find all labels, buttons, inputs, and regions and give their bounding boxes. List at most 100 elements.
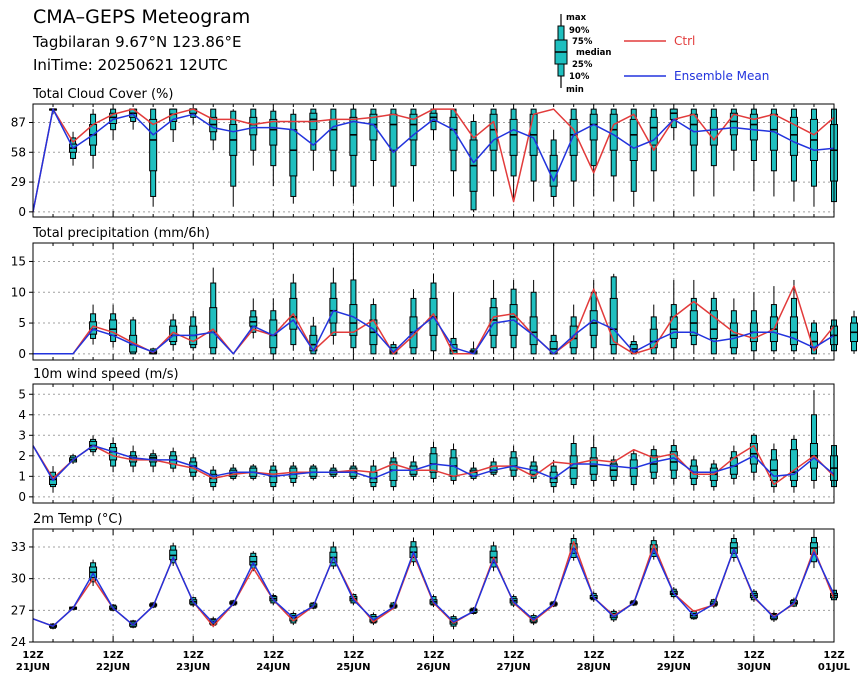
init-time: IniTime: 20250621 12UTC <box>33 56 228 74</box>
panel-title: Total precipitation (mm/6h) <box>32 226 210 241</box>
box-plot <box>349 249 358 354</box>
box-plot <box>269 109 278 187</box>
legend-label-min: min <box>566 85 584 95</box>
y-tick-label: 24 <box>11 635 26 649</box>
box-plot <box>689 108 698 197</box>
x-tick-label-date: 25JUN <box>336 662 370 673</box>
box-inner <box>569 455 578 479</box>
box-plot <box>689 279 698 354</box>
box-plot <box>569 435 578 489</box>
legend-label-p10: 10% <box>569 72 590 82</box>
box-plot <box>629 449 638 491</box>
panel-1: Total Cloud Cover (%) 0 29 58 87 <box>11 87 838 219</box>
box-plot <box>469 341 478 355</box>
box-inner <box>629 118 638 161</box>
box-plot <box>549 459 558 493</box>
box-inner <box>389 113 398 151</box>
box-plot <box>189 108 198 125</box>
box-plot <box>689 455 698 491</box>
y-tick-label: 5 <box>18 387 26 401</box>
x-tick-label-date: 23JUN <box>176 662 210 673</box>
panel-title: 10m wind speed (m/s) <box>33 367 179 382</box>
legend-label-p25: 25% <box>572 60 593 70</box>
legend-label-max: max <box>566 13 587 23</box>
x-tick-label-date: 28JUN <box>577 662 611 673</box>
x-tick-label-time: 12Z <box>823 650 844 661</box>
box-plot <box>409 455 418 481</box>
box-plot <box>509 108 518 202</box>
box-inner <box>589 113 598 141</box>
box-plot <box>289 109 298 204</box>
x-tick-label-time: 12Z <box>503 650 524 661</box>
box-inner <box>509 457 518 471</box>
panel-2: Total precipitation (mm/6h) 0 5 10 15 <box>11 226 858 361</box>
box-inner <box>149 118 158 172</box>
box-plot <box>129 316 138 355</box>
box-plot <box>369 108 378 187</box>
box-plot <box>549 129 558 207</box>
x-tick-label-date: 01JUL <box>818 662 851 673</box>
box-inner <box>789 116 798 156</box>
y-tick-label: 0 <box>18 205 26 219</box>
x-tick-label-date: 22JUN <box>96 662 130 673</box>
ensemble-mean-line <box>33 309 835 355</box>
box-inner <box>349 304 358 336</box>
box-plot <box>809 108 818 207</box>
ensemble-mean-line <box>32 108 835 213</box>
box-plot <box>729 534 738 562</box>
y-tick-label: 1 <box>18 469 26 483</box>
line-legend: Ctrl Ensemble Mean <box>624 34 769 83</box>
box-plot <box>769 286 778 354</box>
box-inner <box>249 555 258 566</box>
panel-4: 2m Temp (°C) 24 27 30 33 <box>11 512 838 649</box>
box-inner <box>289 467 298 479</box>
ctrl-line <box>32 108 835 213</box>
box-plot <box>850 310 858 354</box>
box-plot <box>129 108 138 130</box>
y-tick-label: 33 <box>11 540 26 554</box>
box-plot <box>569 108 578 207</box>
x-tick-label-time: 12Z <box>263 650 284 661</box>
box-plot <box>109 304 118 348</box>
box-plot <box>369 459 378 491</box>
ctrl-line <box>33 285 835 355</box>
box-inner <box>529 316 538 346</box>
box-inner <box>789 449 798 481</box>
box-plot <box>549 243 558 355</box>
chart-title: CMA–GEPS Meteogram <box>33 6 251 28</box>
box-plot <box>429 108 438 140</box>
x-tick-label-date: 30JUN <box>737 662 771 673</box>
y-tick-label: 0 <box>18 490 26 504</box>
y-tick-label: 4 <box>18 408 26 422</box>
x-tick-label-date: 29JUN <box>657 662 691 673</box>
box-plot <box>749 108 758 192</box>
box-plot <box>669 439 678 485</box>
box-plot <box>369 298 378 355</box>
box-plot <box>709 108 718 197</box>
x-tick-label-time: 12Z <box>343 650 364 661</box>
box-plot <box>649 445 658 485</box>
box-inner <box>249 116 258 136</box>
box-inner <box>429 453 438 473</box>
ensemble-mean-line <box>32 444 835 482</box>
box-plot <box>749 292 758 354</box>
box-inner <box>649 116 658 146</box>
panel-frame <box>32 242 835 361</box>
x-tick-label-time: 12Z <box>183 650 204 661</box>
box-plot <box>589 108 598 197</box>
box-inner <box>709 116 718 146</box>
box-inner <box>609 297 618 346</box>
box-plot <box>509 445 518 481</box>
legend-mean-label: Ensemble Mean <box>674 69 769 83</box>
box-plot <box>569 304 578 355</box>
panel-frame <box>32 528 835 643</box>
y-tick-label: 58 <box>11 145 26 159</box>
box-inner <box>489 113 498 151</box>
y-tick-label: 10 <box>11 285 26 299</box>
box-plot <box>529 279 538 355</box>
box-inner <box>569 118 578 156</box>
y-tick-label: 5 <box>18 316 26 330</box>
y-tick-label: 2 <box>18 449 26 463</box>
box-plot <box>409 289 418 355</box>
